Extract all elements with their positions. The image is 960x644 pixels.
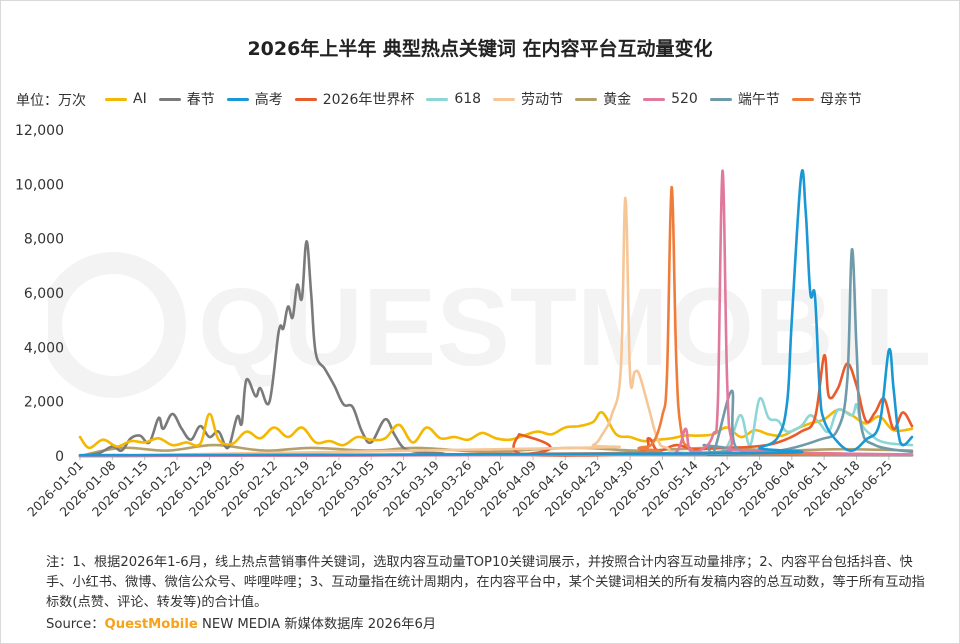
legend-label: 520 (671, 91, 698, 107)
unit-label: 单位：万次 (16, 93, 86, 109)
series-line-2026年世界杯 (78, 354, 914, 457)
legend-swatch (294, 97, 317, 101)
legend-item: AI (105, 91, 147, 107)
legend-label: 劳动节 (521, 92, 564, 108)
legend-item: 黄金 (575, 89, 631, 109)
legend-swatch (493, 97, 516, 101)
legend-item: 端午节 (709, 89, 780, 109)
y-tick-label: 6,000 (24, 286, 64, 302)
series-line-春节 (78, 240, 914, 458)
legend-label: 高考 (254, 92, 283, 108)
legend-swatch (643, 97, 666, 101)
legend-swatch (575, 97, 598, 101)
legend-label: 黄金 (603, 92, 632, 108)
series-line-AI (78, 408, 914, 450)
legend-label: 618 (454, 91, 482, 107)
legend-swatch (105, 97, 127, 101)
legend-swatch (791, 97, 814, 101)
series-line-520 (78, 169, 914, 458)
y-tick-label: 10,000 (15, 177, 64, 193)
chart-legend: AI 春节 高考 2026年世界杯 618 劳动节 黄金 520 端午节 母亲节 (105, 89, 874, 109)
legend-swatch (709, 97, 732, 101)
legend-label: 春节 (186, 92, 215, 108)
watermark-text: QUESTMOBILE (198, 266, 928, 389)
legend-item: 高考 (226, 89, 283, 109)
legend-label: AI (133, 91, 147, 107)
legend-label: 端午节 (737, 92, 780, 108)
footnote: 注：1、根据2026年1-6月，线上热点营销事件关键词，选取内容互动量TOP10… (46, 555, 925, 610)
legend-swatch (158, 97, 181, 101)
series-line-劳动节 (78, 196, 914, 458)
y-tick-label: 8,000 (24, 232, 64, 248)
y-tick-label: 12,000 (15, 123, 64, 139)
legend-item: 劳动节 (493, 89, 563, 109)
y-tick-label: 0 (55, 449, 64, 465)
legend-swatch (226, 97, 249, 101)
line-chart: 02,0004,0006,0008,00010,00012,0002026-01… (15, 123, 914, 519)
series-line-高考 (78, 169, 914, 457)
legend-item: 2026年世界杯 (294, 89, 415, 109)
source-brand: QuestMobile (104, 617, 198, 632)
source-suffix: NEW MEDIA 新媒体数据库 2026年6月 (202, 617, 437, 632)
legend-item: 春节 (158, 89, 215, 109)
legend-item: 母亲节 (791, 89, 862, 109)
y-tick-label: 4,000 (24, 340, 64, 356)
series-line-黄金 (78, 443, 914, 458)
legend-label: 母亲节 (819, 92, 862, 108)
source-line: Source：QuestMobile NEW MEDIA 新媒体数据库 2026… (46, 613, 436, 632)
source-prefix: Source： (46, 617, 105, 632)
legend-swatch (426, 97, 449, 101)
y-tick-label: 2,000 (24, 395, 64, 411)
legend-label: 2026年世界杯 (322, 92, 415, 108)
legend-item: 520 (643, 91, 698, 107)
chart-title: 2026年上半年 典型热点关键词 在内容平台互动量变化 (247, 38, 713, 60)
legend-item: 618 (426, 91, 481, 107)
watermark-logo: QUESTMOBILE (48, 252, 928, 398)
series-line-母亲节 (78, 185, 914, 458)
